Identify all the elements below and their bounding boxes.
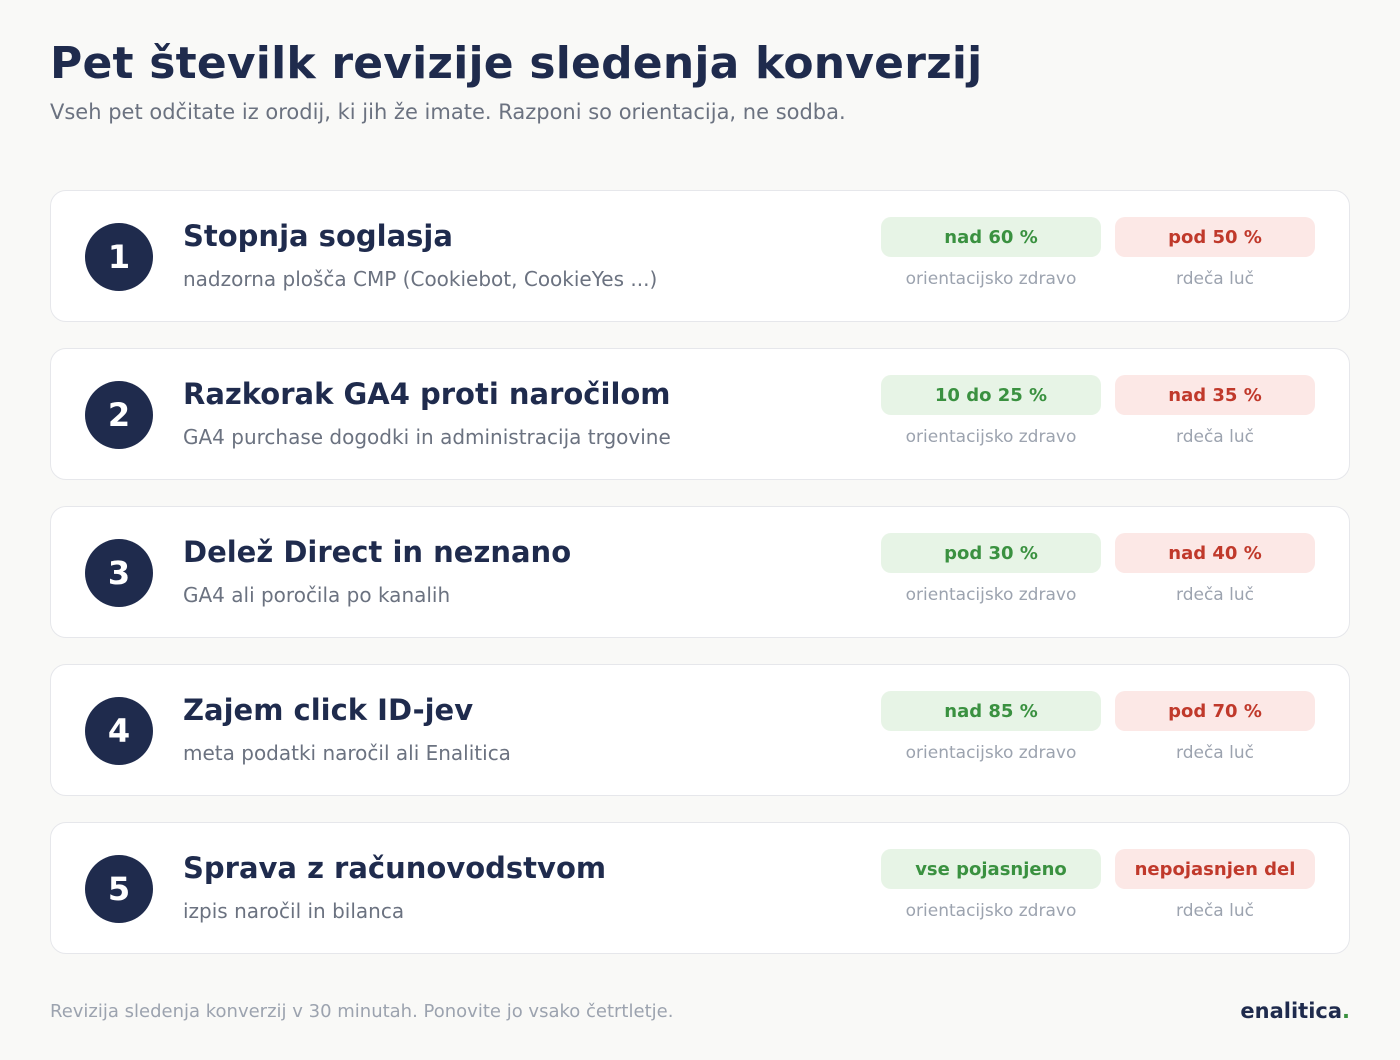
alert-caption: rdeča luč	[1176, 269, 1254, 289]
healthy-caption: orientacijsko zdravo	[905, 901, 1077, 921]
brand-dot: .	[1342, 999, 1350, 1023]
healthy-range-badge: 10 do 25 %	[881, 375, 1101, 415]
healthy-range-badge: nad 85 %	[881, 691, 1101, 731]
brand-name: enalitica	[1240, 999, 1343, 1023]
metric-number-badge: 4	[85, 697, 153, 765]
healthy-caption: orientacijsko zdravo	[905, 269, 1077, 289]
metric-name: Zajem click ID-jev	[183, 693, 474, 727]
metric-source: nadzorna plošča CMP (Cookiebot, CookieYe…	[183, 267, 658, 291]
metric-card-2: 2 Razkorak GA4 proti naročilom GA4 purch…	[50, 348, 1350, 480]
metric-number-badge: 1	[85, 223, 153, 291]
page-subtitle: Vseh pet odčitate iz orodij, ki jih že i…	[50, 100, 846, 124]
metric-source: GA4 purchase dogodki in administracija t…	[183, 425, 671, 449]
alert-caption: rdeča luč	[1176, 901, 1254, 921]
alert-threshold-badge: nepojasnjen del	[1115, 849, 1315, 889]
metric-source: izpis naročil in bilanca	[183, 899, 405, 923]
metric-name: Delež Direct in neznano	[183, 535, 572, 569]
metric-source: meta podatki naročil ali Enalitica	[183, 741, 511, 765]
metric-name: Stopnja soglasja	[183, 219, 453, 253]
brand-logo: enalitica.	[1240, 999, 1350, 1023]
alert-threshold-badge: pod 50 %	[1115, 217, 1315, 257]
metric-card-3: 3 Delež Direct in neznano GA4 ali poroči…	[50, 506, 1350, 638]
metric-number-badge: 5	[85, 855, 153, 923]
page-title: Pet številk revizije sledenja konverzij	[50, 38, 983, 89]
alert-caption: rdeča luč	[1176, 743, 1254, 763]
metric-card-4: 4 Zajem click ID-jev meta podatki naroči…	[50, 664, 1350, 796]
healthy-caption: orientacijsko zdravo	[905, 585, 1077, 605]
alert-caption: rdeča luč	[1176, 585, 1254, 605]
healthy-caption: orientacijsko zdravo	[905, 427, 1077, 447]
metric-number-badge: 2	[85, 381, 153, 449]
metric-card-1: 1 Stopnja soglasja nadzorna plošča CMP (…	[50, 190, 1350, 322]
healthy-range-badge: nad 60 %	[881, 217, 1101, 257]
healthy-range-badge: pod 30 %	[881, 533, 1101, 573]
metric-list: 1 Stopnja soglasja nadzorna plošča CMP (…	[50, 190, 1350, 980]
metric-source: GA4 ali poročila po kanalih	[183, 583, 451, 607]
metric-card-5: 5 Sprava z računovodstvom izpis naročil …	[50, 822, 1350, 954]
alert-caption: rdeča luč	[1176, 427, 1254, 447]
metric-name: Razkorak GA4 proti naročilom	[183, 377, 671, 411]
alert-threshold-badge: nad 40 %	[1115, 533, 1315, 573]
metric-number-badge: 3	[85, 539, 153, 607]
healthy-caption: orientacijsko zdravo	[905, 743, 1077, 763]
alert-threshold-badge: pod 70 %	[1115, 691, 1315, 731]
metric-name: Sprava z računovodstvom	[183, 851, 607, 885]
footer-note: Revizija sledenja konverzij v 30 minutah…	[50, 1001, 674, 1022]
healthy-range-badge: vse pojasnjeno	[881, 849, 1101, 889]
alert-threshold-badge: nad 35 %	[1115, 375, 1315, 415]
